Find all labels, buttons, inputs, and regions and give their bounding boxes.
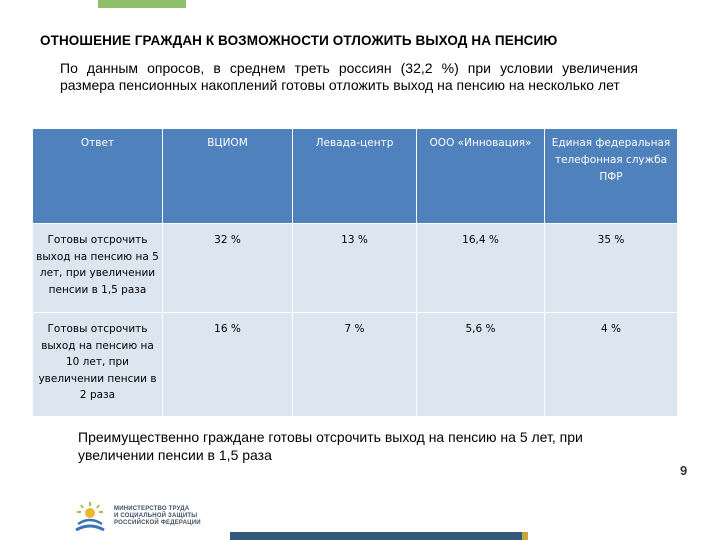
slide-title: ОТНОШЕНИЕ ГРАЖДАН К ВОЗМОЖНОСТИ ОТЛОЖИТЬ…	[40, 33, 558, 48]
ministry-line: МИНИСТЕРСТВО ТРУДА	[114, 506, 190, 512]
table-header-row: Ответ ВЦИОМ Левада-центр ООО «Инновация»…	[32, 128, 678, 224]
ministry-sun-logo-icon	[75, 502, 105, 532]
row-label: Готовы отсрочить выход на пенсию на 5 ле…	[32, 223, 163, 313]
header-answer: Ответ	[32, 128, 163, 224]
table-cell: 32 %	[162, 223, 293, 313]
conclusion-text: Преимущественно граждане готовы отсрочит…	[78, 429, 583, 463]
table-cell: 16,4 %	[416, 223, 545, 313]
header-innovaciya: ООО «Инновация»	[416, 128, 545, 224]
table-row: Готовы отсрочить выход на пенсию на 5 ле…	[32, 223, 678, 313]
table-cell: 35 %	[544, 223, 678, 313]
table-cell: 13 %	[292, 223, 417, 313]
table-row: Готовы отсрочить выход на пенсию на 10 л…	[32, 312, 678, 417]
row-label: Готовы отсрочить выход на пенсию на 10 л…	[32, 312, 163, 417]
footer-bar-accent	[522, 532, 528, 540]
survey-table: Ответ ВЦИОМ Левада-центр ООО «Инновация»…	[32, 128, 678, 417]
intro-paragraph: По данным опросов, в среднем треть росси…	[60, 60, 638, 93]
table-cell: 7 %	[292, 312, 417, 417]
table-cell: 16 %	[162, 312, 293, 417]
page-number: 9	[680, 463, 688, 478]
ministry-line: И СОЦИАЛЬНОЙ ЗАЩИТЫ	[114, 513, 198, 519]
ministry-name: МИНИСТЕРСТВО ТРУДА И СОЦИАЛЬНОЙ ЗАЩИТЫ Р…	[114, 506, 201, 527]
top-accent-bar	[98, 0, 186, 8]
footer-bar	[230, 532, 528, 540]
ministry-line: РОССИЙСКОЙ ФЕДЕРАЦИИ	[114, 520, 201, 526]
table-cell: 5,6 %	[416, 312, 545, 417]
header-vciom: ВЦИОМ	[162, 128, 293, 224]
header-levada: Левада-центр	[292, 128, 417, 224]
table-cell: 4 %	[544, 312, 678, 417]
header-pfr-service: Единая федеральная телефонная служба ПФР	[544, 128, 678, 224]
